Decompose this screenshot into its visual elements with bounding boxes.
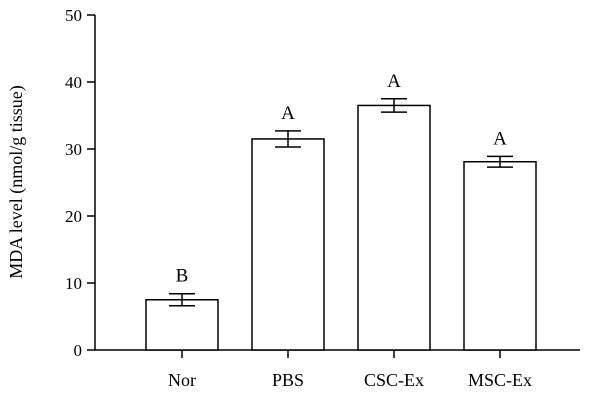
bar — [463, 160, 537, 351]
y-axis: 0 10 20 30 40 50 — [65, 6, 96, 360]
significance-label: A — [281, 103, 295, 124]
y-tick-label: 10 — [65, 274, 82, 293]
x-tick-label: CSC-Ex — [364, 370, 424, 390]
bar — [357, 104, 431, 351]
significance-label: A — [493, 128, 507, 149]
x-tick-label: MSC-Ex — [468, 370, 532, 390]
bars: B A A A — [145, 71, 537, 351]
x-axis: Nor PBS CSC-Ex MSC-Ex — [95, 349, 580, 390]
y-axis-label: MDA level (nmol/g tissue) — [6, 85, 27, 278]
bar — [251, 138, 325, 351]
x-tick-label: Nor — [168, 370, 196, 390]
y-tick-label: 40 — [65, 73, 82, 92]
y-tick-label: 50 — [65, 6, 82, 25]
y-tick-label: 20 — [65, 207, 82, 226]
significance-label: A — [387, 71, 401, 92]
y-tick-label: 30 — [65, 140, 82, 159]
significance-label: B — [176, 266, 189, 287]
x-tick-label: PBS — [272, 370, 304, 390]
y-tick-label: 0 — [74, 341, 83, 360]
bar — [145, 299, 219, 351]
